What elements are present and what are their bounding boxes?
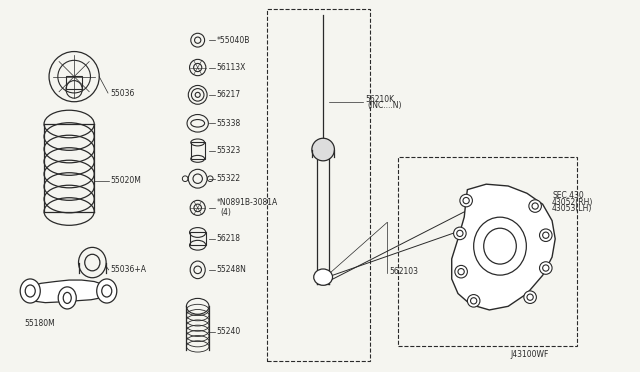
- Text: 43052(RH): 43052(RH): [552, 198, 593, 207]
- Ellipse shape: [474, 217, 526, 275]
- Text: SEC.430: SEC.430: [552, 191, 584, 201]
- Bar: [267, 9, 370, 361]
- Ellipse shape: [97, 279, 116, 303]
- Polygon shape: [452, 184, 556, 310]
- Text: 562103: 562103: [389, 267, 418, 276]
- Text: *55040B: *55040B: [216, 36, 250, 45]
- Bar: [398, 157, 577, 346]
- Ellipse shape: [58, 287, 76, 309]
- Text: 55020M: 55020M: [110, 176, 141, 185]
- Text: 55180M: 55180M: [24, 319, 54, 328]
- Text: 56218: 56218: [216, 234, 241, 243]
- Bar: [66, 76, 83, 89]
- Text: 43053(LH): 43053(LH): [552, 205, 593, 214]
- Text: (INC....N): (INC....N): [367, 101, 401, 110]
- Text: 55036+A: 55036+A: [110, 265, 146, 274]
- Text: 56113X: 56113X: [216, 63, 246, 72]
- Ellipse shape: [454, 227, 466, 240]
- Ellipse shape: [314, 269, 333, 285]
- Ellipse shape: [312, 138, 335, 161]
- Text: 55036: 55036: [110, 89, 134, 97]
- Bar: [191, 142, 205, 159]
- Ellipse shape: [484, 228, 516, 264]
- Polygon shape: [22, 280, 112, 303]
- Text: 55240: 55240: [216, 327, 241, 336]
- Ellipse shape: [20, 279, 40, 303]
- Text: 55248N: 55248N: [216, 265, 246, 274]
- Ellipse shape: [460, 194, 472, 207]
- Ellipse shape: [540, 229, 552, 241]
- Text: 55338: 55338: [216, 119, 241, 128]
- Ellipse shape: [529, 200, 541, 212]
- Text: 56210K: 56210K: [365, 95, 394, 104]
- Text: 55323: 55323: [216, 146, 241, 155]
- Text: 56217: 56217: [216, 90, 241, 99]
- Text: J43100WF: J43100WF: [511, 350, 549, 359]
- Ellipse shape: [524, 291, 536, 304]
- Ellipse shape: [467, 295, 480, 307]
- Bar: [189, 232, 206, 245]
- Ellipse shape: [540, 262, 552, 274]
- Ellipse shape: [455, 265, 467, 278]
- Text: (4): (4): [220, 208, 231, 217]
- Text: 55322: 55322: [216, 174, 241, 183]
- Text: *N0891B-3081A: *N0891B-3081A: [216, 198, 278, 207]
